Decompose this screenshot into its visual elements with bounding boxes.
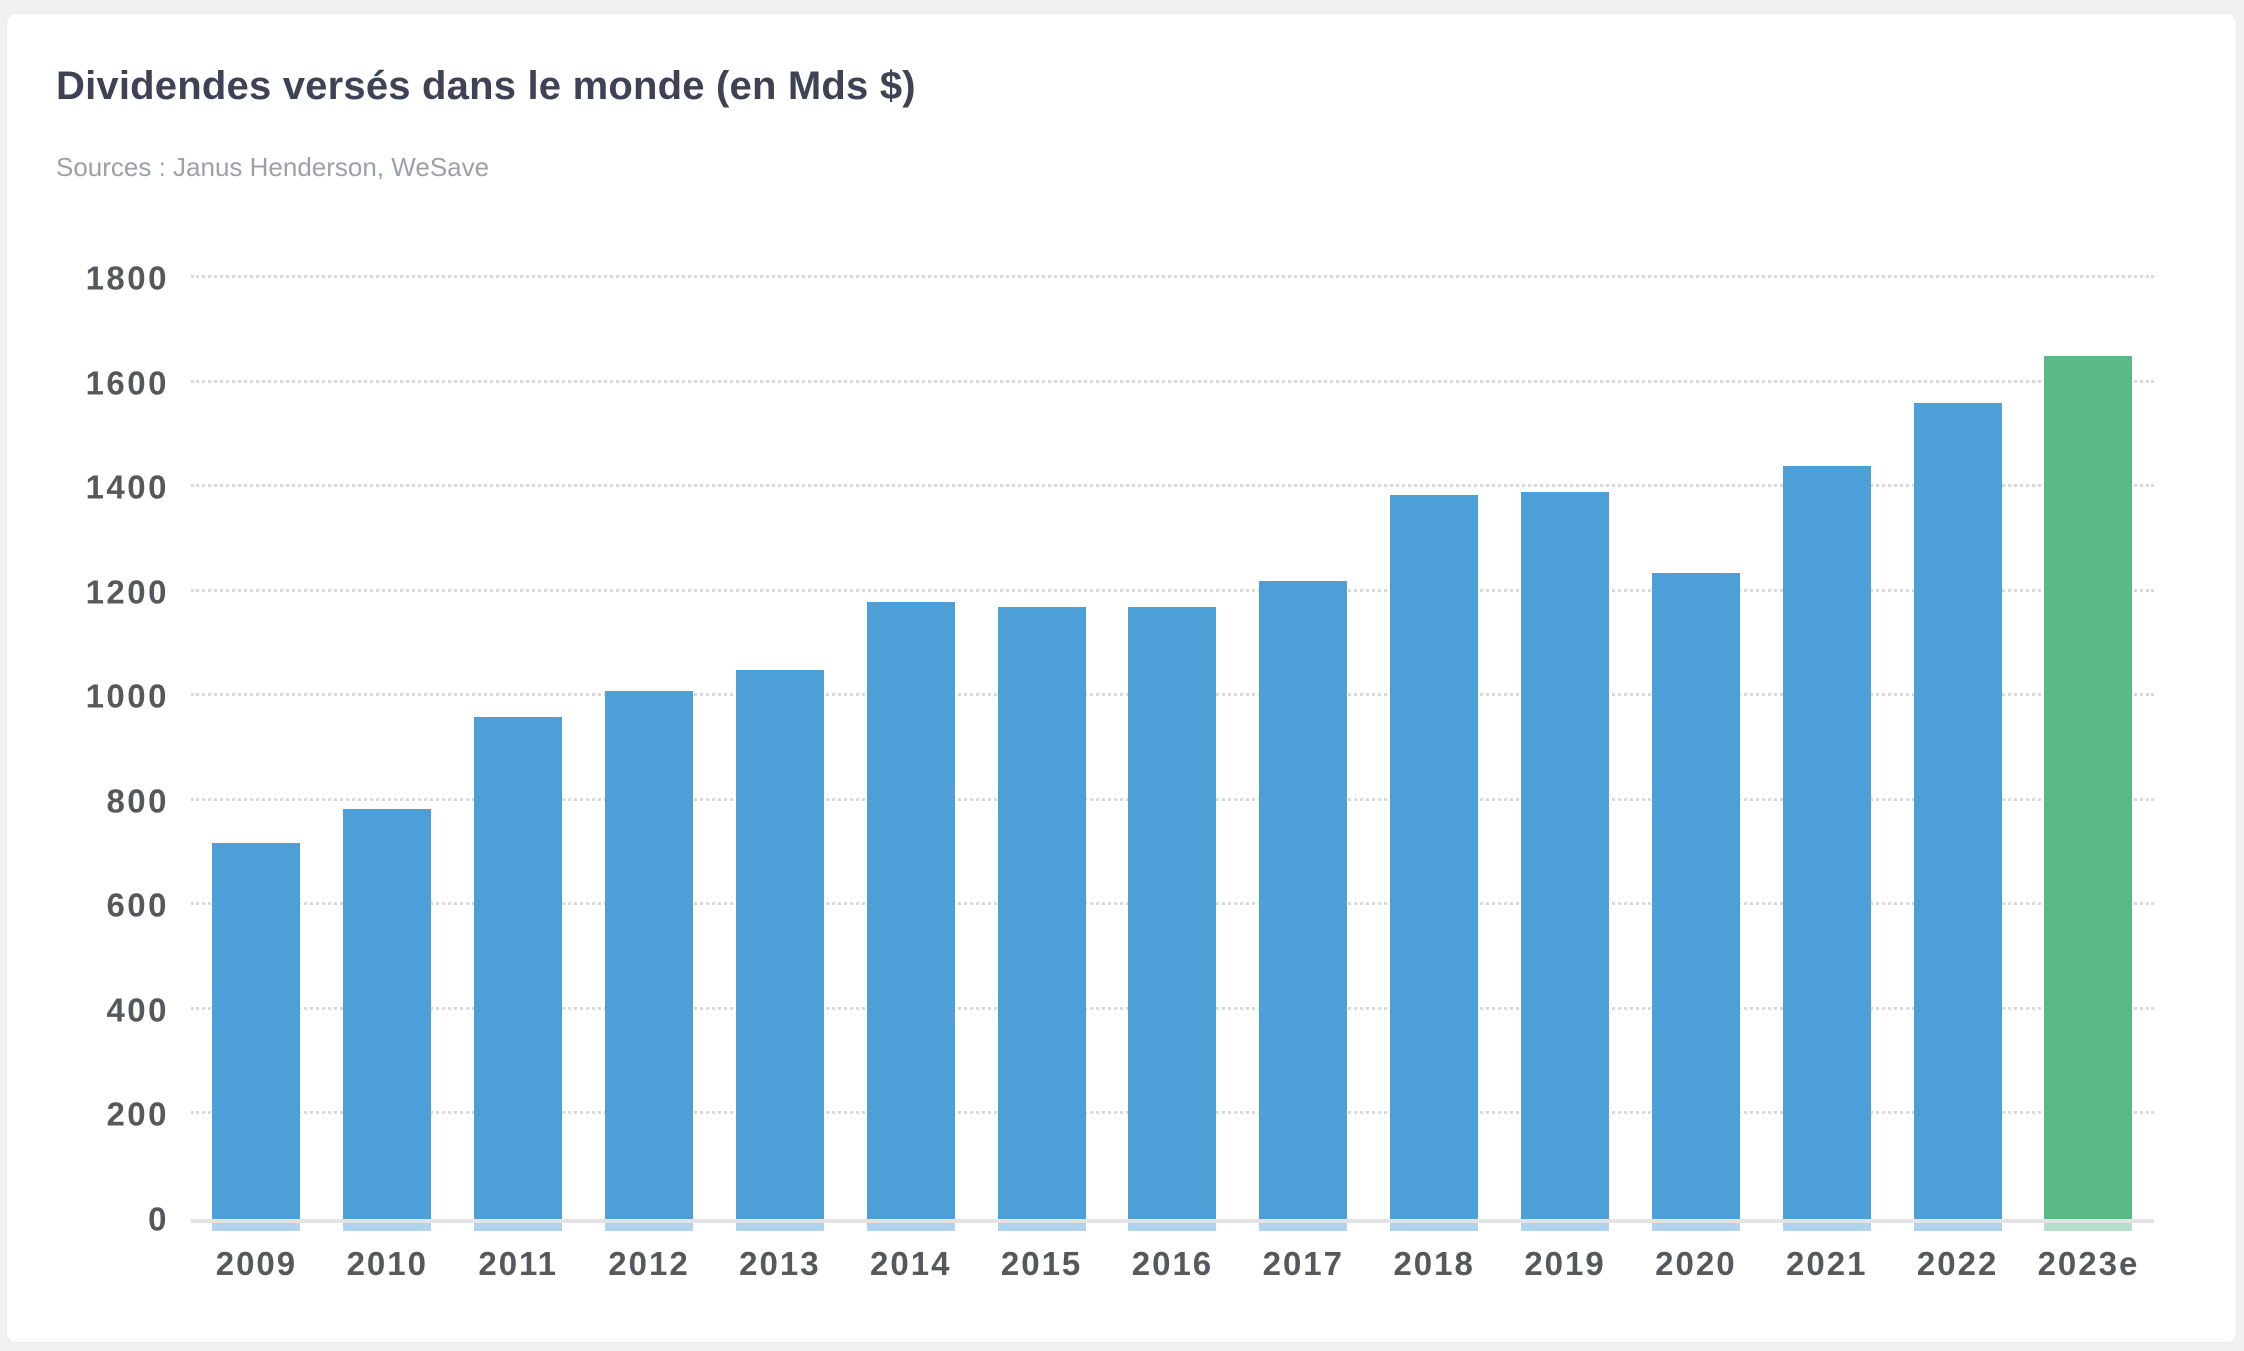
x-axis-label-2011: 2011: [478, 1245, 558, 1282]
y-axis-tick-label-1800: 1800: [85, 259, 169, 297]
bar-2011: [474, 717, 563, 1231]
chart-title: Dividendes versés dans le monde (en Mds …: [56, 64, 916, 108]
bar-2017: [1259, 581, 1348, 1231]
bar-2019: [1521, 492, 1610, 1231]
y-axis-tick-label-200: 200: [106, 1095, 169, 1133]
bar-2021: [1782, 466, 1871, 1231]
x-axis-label-2019: 2019: [1524, 1245, 1606, 1282]
x-axis-label-2018: 2018: [1393, 1245, 1475, 1282]
x-axis-label-2016: 2016: [1131, 1245, 1214, 1282]
x-axis-label-2010: 2010: [346, 1245, 428, 1282]
y-axis-tick-label-800: 800: [106, 782, 169, 820]
y-axis-tick-label-1600: 1600: [85, 364, 169, 402]
bar-2018: [1390, 494, 1479, 1232]
bar-slot-2018: 2018: [1369, 278, 1500, 1280]
bar-slot-2012: 2012: [584, 278, 715, 1280]
x-axis-label-2020: 2020: [1655, 1245, 1737, 1282]
bar-slot-2020: 2020: [1630, 278, 1761, 1280]
x-axis-label-2013: 2013: [739, 1245, 821, 1282]
y-axis-tick-label-1400: 1400: [85, 468, 169, 506]
bar-slot-2021: 2021: [1761, 278, 1892, 1280]
x-axis-label-2009: 2009: [215, 1245, 298, 1282]
x-axis-label-2017: 2017: [1262, 1245, 1345, 1282]
x-axis-label-2014: 2014: [870, 1245, 952, 1282]
gridline-1200: [191, 588, 2154, 592]
bar-2023e: [2044, 356, 2133, 1231]
x-axis-label-2012: 2012: [608, 1245, 690, 1282]
x-axis-label-2022: 2022: [1916, 1245, 1999, 1282]
bar-slot-2010: 2010: [322, 278, 453, 1280]
bar-2013: [735, 670, 824, 1231]
y-axis-tick-label-1000: 1000: [85, 677, 169, 715]
x-axis-label-2021: 2021: [1786, 1245, 1868, 1282]
bar-2010: [343, 808, 432, 1232]
bar-slot-2015: 2015: [976, 278, 1107, 1280]
bar-slot-2022: 2022: [1892, 278, 2023, 1280]
bar-2014: [866, 602, 955, 1231]
bar-2022: [1913, 403, 2002, 1231]
y-axis-tick-label-600: 600: [106, 886, 169, 924]
bar-2009: [212, 842, 301, 1232]
x-axis-baseline: [191, 1219, 2154, 1223]
bar-slot-2016: 2016: [1107, 278, 1238, 1280]
bar-slot-2011: 2011: [453, 278, 584, 1280]
bar-2012: [605, 691, 693, 1231]
x-axis-label-2015: 2015: [1000, 1245, 1083, 1282]
y-axis: 0 200 400 600 800 1000 1200 1400 1600 1800: [37, 262, 169, 1236]
bar-slot-2023e: 2023e: [2023, 278, 2154, 1280]
bar-slot-2014: 2014: [845, 278, 976, 1280]
bars-container: 2009 2010 2011 2012 2013 2014 2015 2016 2017 2018…: [191, 278, 2154, 1280]
bar-slot-2017: 2017: [1238, 278, 1369, 1280]
gridline-1600: [191, 379, 2154, 383]
gridline-1400: [191, 484, 2154, 488]
y-axis-tick-label-400: 400: [106, 991, 169, 1029]
bar-slot-2019: 2019: [1500, 278, 1631, 1280]
bar-slot-2013: 2013: [714, 278, 845, 1280]
y-axis-tick-label-1200: 1200: [85, 573, 169, 611]
x-axis-label-2023e: 2023e: [2037, 1245, 2140, 1282]
gridline-1800: [191, 275, 2154, 278]
bar-2015: [997, 607, 1086, 1231]
y-axis-tick-label-0: 0: [148, 1200, 169, 1238]
chart-card: Dividendes versés dans le monde (en Mds …: [6, 13, 2237, 1343]
plot-area: 2009 2010 2011 2012 2013 2014 2015 2016 2017 2018…: [191, 275, 2154, 1280]
bar-slot-2009: 2009: [191, 278, 322, 1280]
bar-2020: [1651, 573, 1740, 1231]
chart-source-note: Sources : Janus Henderson, WeSave: [56, 152, 490, 182]
bar-2016: [1128, 607, 1217, 1231]
